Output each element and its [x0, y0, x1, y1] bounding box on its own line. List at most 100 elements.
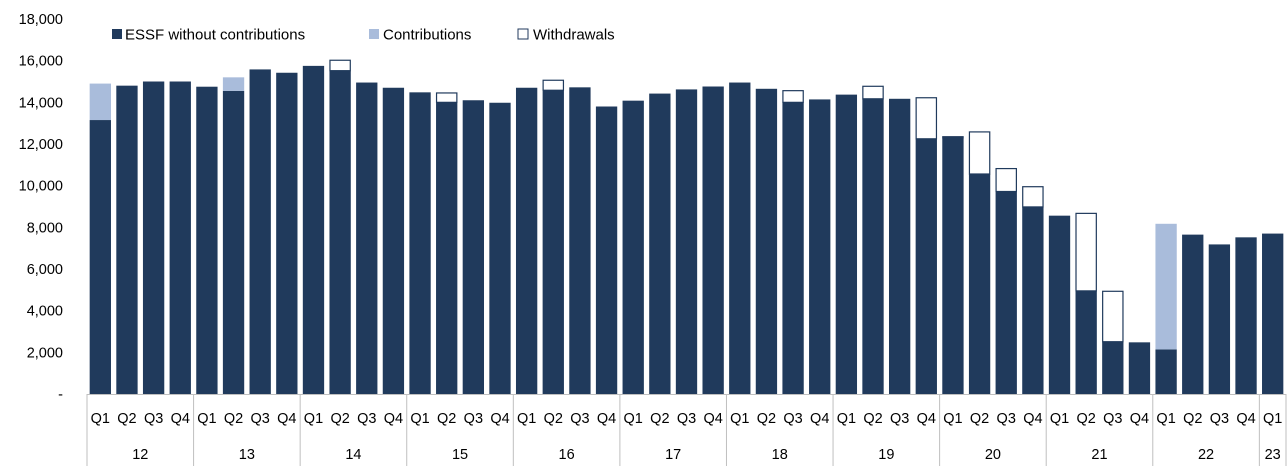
quarter-label: Q1 [1050, 411, 1069, 427]
year-label: 15 [452, 447, 468, 463]
bar-essf-without-contributions [835, 94, 858, 394]
bar-withdrawals [782, 90, 804, 103]
quarter-label: Q4 [277, 411, 296, 427]
legend-contributions: Contributions [369, 27, 471, 44]
quarter-label: Q1 [943, 411, 962, 427]
bar-essf-without-contributions [809, 99, 831, 395]
bar-essf-without-contributions [542, 90, 564, 394]
bar-essf-without-contributions [729, 82, 751, 395]
bar-essf-without-contributions [755, 88, 778, 395]
bar-essf-without-contributions [1262, 233, 1284, 394]
year-label: 13 [239, 447, 255, 463]
bar-essf-without-contributions [436, 102, 458, 394]
bar-essf-without-contributions [356, 82, 378, 395]
y-tick-label: 16,000 [19, 54, 63, 70]
legend-swatch [517, 28, 529, 40]
quarter-label: Q4 [384, 411, 403, 427]
bar-essf-without-contributions [1128, 342, 1151, 394]
quarter-label: Q1 [410, 411, 429, 427]
y-axis: - 2,000 4,000 6,000 8,000 10,000 12,000 14,000 1… [19, 12, 64, 403]
year-label: 16 [559, 447, 575, 463]
bar-essf-without-contributions [995, 191, 1017, 394]
quarter-label: Q1 [304, 411, 323, 427]
quarter-label: Q4 [490, 411, 509, 427]
quarter-label: Q2 [224, 411, 243, 427]
bar-essf-without-contributions [595, 106, 618, 394]
quarter-label: Q3 [997, 411, 1016, 427]
quarter-label: Q4 [810, 411, 829, 427]
bar-withdrawals [968, 131, 991, 175]
bar-withdrawals [329, 59, 351, 72]
bar-essf-without-contributions [968, 174, 991, 394]
year-label: 18 [772, 447, 788, 463]
legend-label: Contributions [383, 27, 471, 44]
quarter-label: Q3 [464, 411, 483, 427]
quarter-label: Q4 [1023, 411, 1042, 427]
bar-essf-without-contributions [515, 87, 538, 394]
bar-withdrawals [942, 136, 964, 139]
bar-contributions [89, 83, 111, 121]
quarter-label: Q2 [1183, 411, 1202, 427]
bars-layer [89, 59, 1284, 395]
bar-essf-without-contributions [569, 87, 591, 394]
quarter-label: Q1 [837, 411, 856, 427]
y-tick-label: 12,000 [19, 137, 63, 153]
quarter-label: Q4 [1236, 411, 1255, 427]
bar-withdrawals [862, 85, 884, 100]
x-axis: Q1 Q2 Q3 Q4 Q1 Q2 Q3 Q4 Q1 Q2 Q3 Q4 Q1 Q2 Q3 Q4 Q1 Q2 Q3 Q4… [86, 394, 1287, 466]
quarter-label: Q3 [357, 411, 376, 427]
bar-withdrawals [435, 92, 458, 103]
quarter-label: Q4 [703, 411, 722, 427]
quarter-label: Q2 [863, 411, 882, 427]
year-label: 19 [878, 447, 894, 463]
bar-essf-without-contributions [249, 69, 271, 395]
quarter-label: Q1 [624, 411, 643, 427]
quarter-label: Q1 [1156, 411, 1175, 427]
bar-essf-without-contributions [142, 81, 165, 394]
bar-essf-without-contributions [942, 137, 964, 394]
year-label: 17 [665, 447, 681, 463]
legend-essf-without-contributions: ESSF without contributions [112, 27, 305, 44]
bar-essf-without-contributions [782, 102, 804, 394]
bar-essf-without-contributions [1208, 244, 1231, 394]
y-tick-label: 4,000 [27, 304, 63, 320]
bar-essf-without-contributions [1022, 206, 1044, 394]
bar-contributions [222, 77, 245, 91]
quarter-label: Q1 [91, 411, 110, 427]
year-label: 20 [985, 447, 1001, 463]
y-tick-label: 8,000 [27, 220, 63, 236]
bar-essf-without-contributions [622, 100, 644, 395]
y-tick-label: 14,000 [19, 95, 63, 111]
bar-withdrawals [995, 167, 1017, 193]
y-tick-label: 6,000 [27, 262, 63, 278]
legend-label: Withdrawals [533, 27, 615, 44]
bar-essf-without-contributions [649, 93, 671, 394]
quarter-label: Q1 [517, 411, 536, 427]
year-label: 22 [1198, 447, 1214, 463]
bar-withdrawals [915, 97, 938, 140]
bar-essf-without-contributions [862, 98, 884, 395]
quarter-label: Q3 [890, 411, 909, 427]
quarter-label: Q2 [650, 411, 669, 427]
quarter-label: Q2 [970, 411, 989, 427]
bar-essf-without-contributions [116, 85, 138, 395]
quarter-label: Q4 [917, 411, 936, 427]
bar-essf-without-contributions [89, 120, 111, 395]
bar-essf-without-contributions [888, 98, 911, 395]
y-tick-label: - [58, 387, 63, 403]
quarter-label: Q3 [1210, 411, 1229, 427]
quarter-label: Q3 [251, 411, 270, 427]
quarter-label: Q3 [677, 411, 696, 427]
y-tick-label: 18,000 [19, 12, 63, 28]
legend-withdrawals: Withdrawals [517, 27, 615, 44]
bar-essf-without-contributions [382, 87, 405, 394]
legend: ESSF without contributions Contributions W… [112, 27, 615, 44]
year-label: 12 [132, 447, 148, 463]
bar-essf-without-contributions [196, 86, 218, 394]
bar-essf-without-contributions [302, 65, 325, 394]
quarter-label: Q4 [171, 411, 190, 427]
bar-essf-without-contributions [169, 81, 191, 394]
year-label: 21 [1091, 447, 1107, 463]
bar-withdrawals [1102, 290, 1124, 343]
